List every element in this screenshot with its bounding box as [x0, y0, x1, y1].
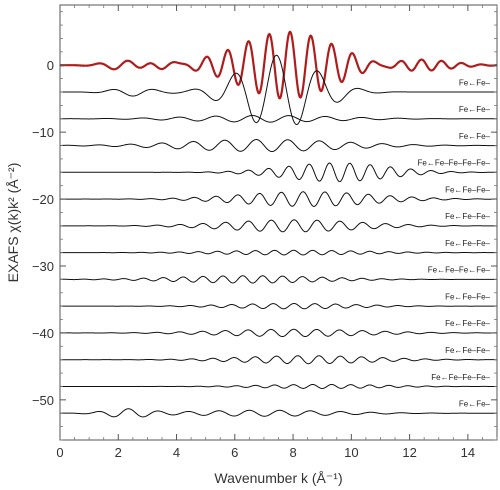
- path-line-8: [59, 275, 497, 284]
- path-label-13: Fe←Fe–: [459, 400, 491, 409]
- y-tick-label: −40: [32, 326, 54, 341]
- x-tick-label: 4: [173, 445, 180, 460]
- x-tick-label: 8: [289, 445, 296, 460]
- tick-layer: 0 2 4 6 8 10 12 14 0 −10 −20 −30 −40 −50: [32, 5, 498, 460]
- path-line-2: [59, 114, 497, 123]
- path-label-4: Fe←Fe–Fe–Fe–Fe–: [418, 159, 491, 168]
- x-tick-label: 2: [115, 445, 122, 460]
- path-label-6: Fe←Fe–Fe–: [445, 212, 490, 221]
- path-line-1: [60, 54, 497, 126]
- path-line-3: [59, 139, 497, 153]
- path-line-9: [60, 302, 497, 310]
- x-tick-label: 14: [461, 445, 475, 460]
- path-label-9: Fe←Fe–Fe–: [445, 292, 490, 301]
- path-label-8: Fe←Fe–Fe←Fe–: [428, 266, 491, 275]
- path-line-4: [60, 162, 498, 183]
- y-tick-label: −30: [32, 259, 54, 274]
- x-tick-label: 0: [56, 445, 63, 460]
- y-tick-label: −20: [32, 192, 54, 207]
- y-tick-label: −10: [32, 125, 54, 140]
- y-tick-label: −50: [32, 393, 54, 408]
- path-line-13: [60, 408, 497, 418]
- total-exafs-line: [60, 30, 498, 100]
- x-tick-label: 10: [344, 445, 358, 460]
- path-line-12: [60, 383, 497, 389]
- path-line-11: [60, 355, 497, 365]
- x-tick-label: 12: [402, 445, 416, 460]
- path-line-6: [60, 219, 498, 233]
- path-label-layer: Fe←Fe–Fe←Fe–Fe←Fe–Fe←Fe–Fe–Fe–Fe–Fe←Fe–F…: [418, 78, 491, 408]
- path-line-5: [60, 191, 498, 207]
- path-label-12: Fe←Fe–Fe–Fe–: [431, 373, 490, 382]
- path-label-3: Fe←Fe–: [459, 132, 491, 141]
- path-label-5: Fe←Fe–Fe–: [445, 185, 490, 194]
- x-axis-label: Wavenumber k (Å⁻¹): [214, 470, 342, 486]
- path-label-2: Fe←Fe–: [459, 105, 491, 114]
- y-tick-label: 0: [47, 58, 54, 73]
- path-label-7: Fe←Fe–Fe–: [445, 239, 490, 248]
- path-label-10: Fe←Fe–Fe–: [445, 319, 490, 328]
- path-line-7: [59, 249, 497, 256]
- series-layer: [59, 30, 498, 418]
- y-axis-label: EXAFS χ(k)k² (Å⁻²): [5, 163, 21, 283]
- x-tick-label: 6: [231, 445, 238, 460]
- path-line-10: [60, 328, 498, 338]
- path-label-1: Fe←Fe–: [459, 78, 491, 87]
- path-label-11: Fe←Fe–Fe–: [445, 346, 490, 355]
